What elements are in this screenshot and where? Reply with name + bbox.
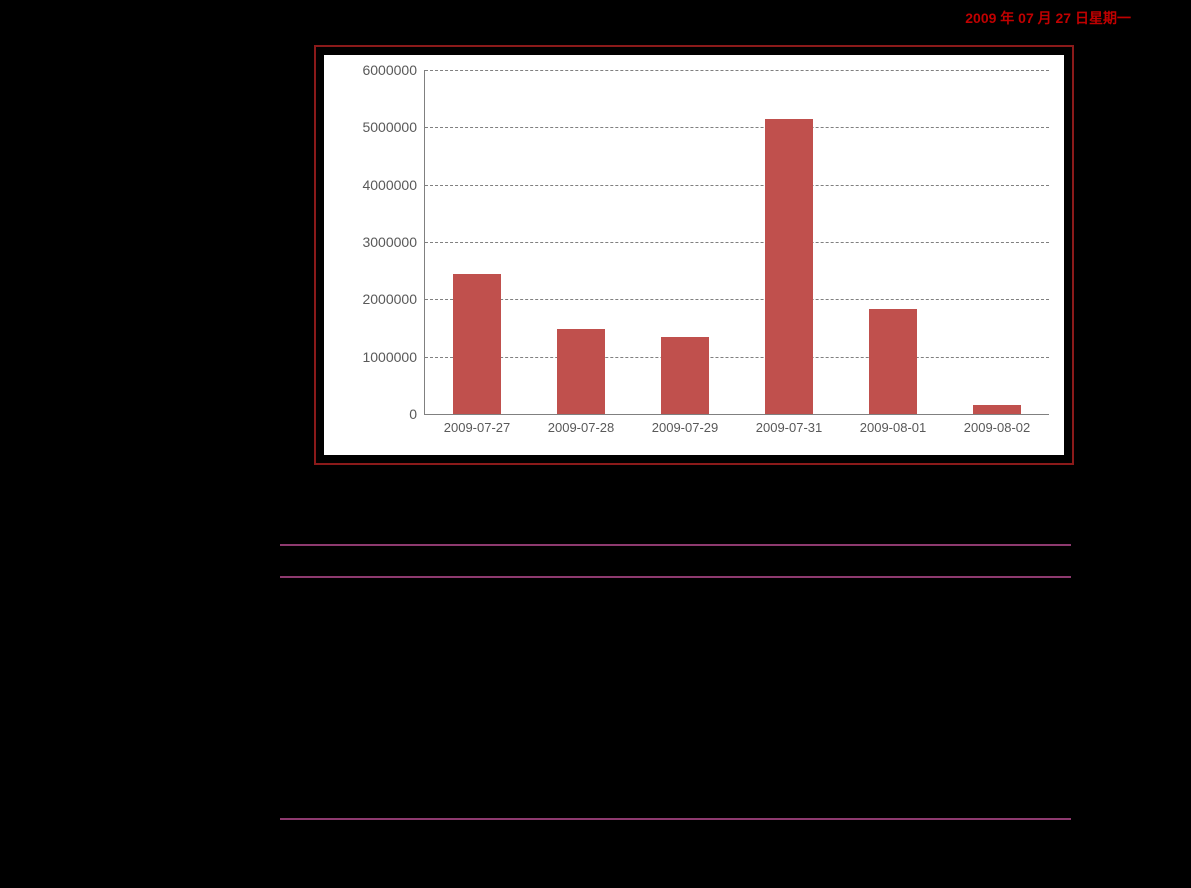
bar (661, 337, 709, 414)
section-divider-top-2 (280, 576, 1071, 578)
plot-area: 0100000020000003000000400000050000006000… (424, 70, 1049, 415)
y-tick-label: 5000000 (362, 119, 425, 135)
bar (765, 119, 813, 414)
bar (869, 309, 917, 414)
y-tick-label: 0 (409, 406, 425, 422)
chart-canvas: 0 1000000 2000000 3000000 4000000 5000000 6000… (324, 55, 1064, 455)
section-divider-top-1 (280, 544, 1071, 546)
y-tick-label: 2000000 (362, 291, 425, 307)
x-tick-label: 2009-07-29 (652, 414, 719, 435)
bar-slot: 2009-08-01 (841, 70, 945, 414)
x-tick-label: 2009-07-28 (548, 414, 615, 435)
section-divider-bottom (280, 818, 1071, 820)
y-tick-label: 1000000 (362, 349, 425, 365)
date-header: 2009 年 07 月 27 日星期一 (965, 8, 1131, 28)
bar-slot: 2009-07-28 (529, 70, 633, 414)
bar-slot: 2009-07-31 (737, 70, 841, 414)
y-tick-label: 3000000 (362, 234, 425, 250)
x-tick-label: 2009-08-01 (860, 414, 927, 435)
x-tick-label: 2009-07-27 (444, 414, 511, 435)
bar (973, 405, 1021, 414)
x-tick-label: 2009-08-02 (964, 414, 1031, 435)
bar-slot: 2009-07-27 (425, 70, 529, 414)
y-tick-label: 6000000 (362, 62, 425, 78)
bar-slot: 2009-07-29 (633, 70, 737, 414)
y-tick-label: 4000000 (362, 177, 425, 193)
bar (557, 329, 605, 414)
chart-frame: 0 1000000 2000000 3000000 4000000 5000000 6000… (314, 45, 1074, 465)
x-tick-label: 2009-07-31 (756, 414, 823, 435)
bar-slot: 2009-08-02 (945, 70, 1049, 414)
bars-container: 2009-07-272009-07-282009-07-292009-07-31… (425, 70, 1049, 414)
bar (453, 274, 501, 414)
